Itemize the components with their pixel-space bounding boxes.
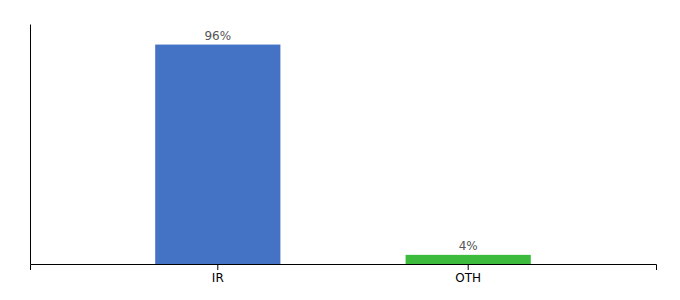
x-tick-mark — [217, 264, 218, 270]
x-tick-label: OTH — [455, 271, 481, 285]
chart-svg: 96% 4% IR OTH — [0, 0, 680, 300]
data-labels: 96% 4% — [204, 29, 477, 253]
chart-container: 96% 4% IR OTH — [0, 0, 680, 300]
y-axis — [30, 25, 31, 265]
y-axis-line — [30, 25, 31, 265]
bar — [406, 255, 531, 264]
x-axis: IR OTH — [31, 264, 657, 285]
data-label: 4% — [459, 239, 478, 253]
bar — [155, 45, 280, 264]
x-tick: IR — [212, 264, 224, 285]
plot: 96% 4% IR OTH — [31, 25, 657, 285]
x-axis-line — [31, 265, 657, 271]
bars — [155, 45, 531, 264]
data-label: 96% — [204, 29, 231, 43]
x-tick-label: IR — [212, 271, 224, 285]
x-tick: OTH — [455, 264, 481, 285]
x-tick-mark — [468, 264, 469, 270]
